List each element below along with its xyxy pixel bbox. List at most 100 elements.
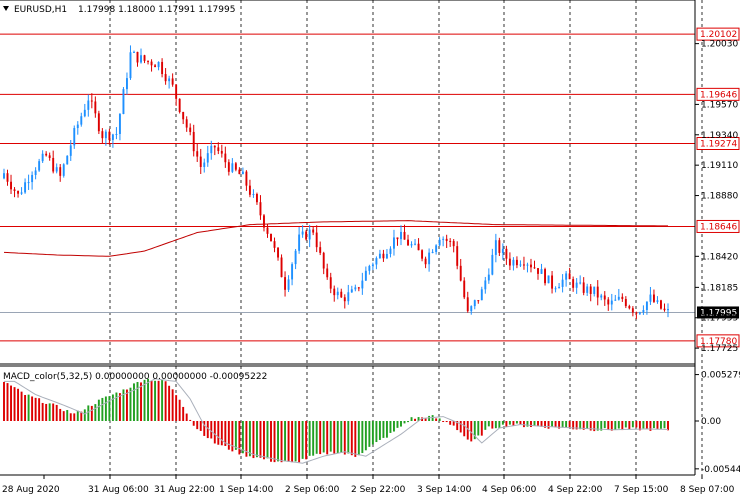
macd-bar	[164, 381, 167, 421]
macd-bar	[52, 403, 55, 421]
candle-body	[519, 264, 522, 266]
candle-body	[108, 131, 111, 140]
macd-bar	[189, 419, 192, 421]
macd-bar	[136, 382, 139, 421]
time-label: 2 Sep 22:00	[351, 485, 406, 495]
candle-body	[185, 119, 188, 128]
candle-body	[48, 155, 51, 158]
macd-bar	[667, 421, 669, 431]
candle-body	[350, 289, 353, 293]
time-label: 3 Sep 14:00	[417, 485, 472, 495]
candle-body	[579, 282, 582, 284]
candle-body	[31, 174, 34, 183]
macd-bar	[111, 394, 114, 421]
macd-bar	[217, 421, 220, 445]
candle-body	[435, 245, 438, 252]
candle-body	[231, 163, 234, 172]
macd-bar	[227, 421, 230, 450]
candle-body	[245, 171, 248, 186]
candle-body	[357, 287, 360, 289]
candle-body	[561, 279, 564, 287]
macd-bar	[97, 399, 100, 421]
candle-body	[192, 131, 195, 152]
macd-bar	[414, 418, 417, 421]
macd-bar	[171, 389, 174, 421]
macd-bar	[660, 421, 662, 429]
candle-body	[101, 131, 104, 139]
macd-bar	[393, 421, 395, 432]
candle-body	[533, 267, 536, 269]
moving-average	[3, 220, 668, 257]
candle-body	[593, 286, 596, 294]
macd-bar	[663, 421, 666, 429]
candle-body	[631, 308, 634, 313]
candle-body	[273, 241, 276, 248]
candle-body	[400, 231, 402, 240]
macd-bar	[607, 421, 610, 430]
macd-bar	[101, 397, 104, 421]
candle-body	[168, 78, 171, 82]
candle-body	[322, 252, 325, 269]
candle-body	[624, 298, 627, 307]
candle-body	[41, 153, 44, 162]
price-label: 1.19340	[701, 131, 738, 141]
candle-body	[62, 164, 65, 176]
candle-body	[90, 100, 93, 102]
macd-bar	[621, 421, 624, 431]
candle-body	[238, 169, 241, 175]
macd-bar	[143, 379, 146, 421]
horizontal-levels: 1.20102 1.19646 1.19274 1.18646 1.17780 1.179…	[0, 27, 740, 348]
macd-bar	[375, 421, 378, 443]
macd-bar	[224, 421, 227, 446]
candle-body	[477, 300, 480, 302]
macd-bar	[477, 421, 480, 436]
macd-bar	[245, 421, 248, 457]
dropdown-triangle-icon[interactable]	[3, 6, 9, 11]
candle-body	[635, 312, 638, 314]
time-label: 31 Aug 22:00	[154, 485, 215, 495]
macd-bar	[558, 421, 561, 429]
macd-bar	[83, 409, 86, 421]
macd-bar	[551, 421, 554, 427]
candle-body	[263, 215, 265, 228]
macd-bar	[329, 421, 332, 452]
macd-bar	[498, 421, 501, 428]
candle-body	[255, 194, 258, 203]
candle-body	[614, 299, 617, 301]
macd-bar	[554, 421, 557, 428]
candle-body	[294, 250, 297, 265]
macd-bar	[94, 404, 97, 421]
candle-body	[361, 280, 364, 289]
candle-body	[607, 299, 610, 305]
macd-bar	[129, 387, 132, 421]
macd-bar	[24, 394, 27, 421]
candle-body	[287, 279, 290, 290]
macd-bar	[512, 421, 515, 426]
macd-bar	[610, 421, 613, 431]
candle-body	[575, 282, 578, 288]
candle-body	[375, 258, 378, 265]
macd-bar	[41, 402, 44, 421]
macd-bar	[31, 396, 34, 421]
macd-bar	[178, 399, 181, 421]
candle-body	[544, 269, 546, 284]
candle-body	[326, 268, 329, 278]
macd-bar	[354, 421, 357, 457]
macd-bar	[452, 421, 455, 426]
candle-body	[343, 297, 346, 302]
candle-body	[133, 51, 135, 53]
candle-body	[565, 273, 568, 280]
macd-bar	[308, 421, 311, 456]
macd-bar	[150, 381, 153, 421]
macd-bar	[196, 421, 199, 430]
candle-body	[175, 84, 178, 99]
candle-body	[463, 280, 466, 298]
macd-bar	[445, 421, 448, 423]
macd-bar	[319, 421, 322, 455]
macd-bar	[122, 389, 125, 421]
price-label: 1.18880	[701, 192, 738, 202]
macd-bar	[385, 421, 388, 438]
macd-bar	[90, 405, 93, 421]
candle-body	[164, 74, 167, 82]
